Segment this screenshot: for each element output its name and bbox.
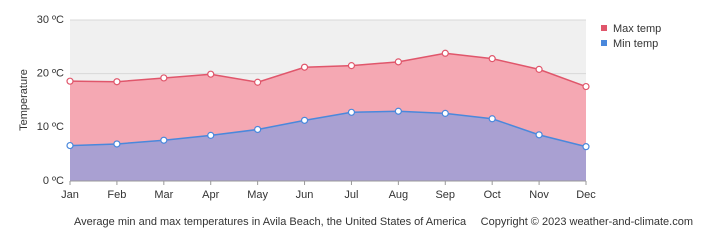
point	[394, 107, 402, 115]
point	[207, 131, 215, 139]
y-tick-label: 10 ºC	[37, 121, 64, 133]
point	[347, 108, 356, 116]
x-tick-label: Feb	[107, 189, 126, 201]
legend-label: Min temp	[613, 38, 658, 50]
point	[582, 82, 590, 91]
point	[582, 143, 590, 151]
x-tick-label: Apr	[202, 189, 219, 201]
point	[160, 74, 168, 82]
point	[300, 116, 309, 124]
y-tick-label: 30 ºC	[37, 14, 64, 26]
point	[535, 131, 543, 139]
chart: Temperature Average min and max temperat…	[18, 14, 693, 228]
x-tick-label: Jan	[61, 189, 79, 201]
point	[394, 58, 402, 66]
point	[347, 62, 356, 70]
point	[441, 49, 449, 57]
point	[254, 78, 262, 86]
x-tick-label: Oct	[484, 189, 501, 201]
x-tick-label: Sep	[435, 189, 455, 201]
point	[254, 125, 262, 134]
legend-label: Max temp	[613, 23, 661, 35]
point	[160, 136, 168, 144]
x-tick-label: Jul	[344, 189, 358, 201]
x-tick-label: Nov	[529, 189, 549, 201]
x-tick-label: May	[247, 189, 268, 201]
point	[488, 115, 496, 123]
x-tick-label: Dec	[576, 189, 596, 201]
legend-swatch	[601, 40, 607, 46]
y-tick-label: 20 ºC	[37, 68, 64, 80]
point	[113, 140, 121, 148]
legend-swatch	[601, 25, 607, 31]
x-tick-label: Jun	[296, 189, 314, 201]
area	[70, 111, 586, 181]
caption: Average min and max temperatures in Avil…	[74, 216, 467, 228]
point	[441, 109, 449, 117]
point	[535, 65, 543, 73]
line	[69, 52, 587, 88]
y-tick-label: 0 ºC	[43, 175, 64, 187]
y-axis-label: Temperature	[18, 69, 30, 131]
point	[207, 70, 215, 78]
point	[113, 78, 121, 86]
point	[300, 63, 309, 71]
copyright: Copyright © 2023 weather-and-climate.com	[481, 216, 693, 228]
x-tick-label: Aug	[389, 189, 409, 201]
line	[69, 110, 587, 148]
point	[488, 55, 496, 63]
point	[66, 77, 74, 85]
point	[66, 141, 74, 150]
x-tick-label: Mar	[154, 189, 173, 201]
